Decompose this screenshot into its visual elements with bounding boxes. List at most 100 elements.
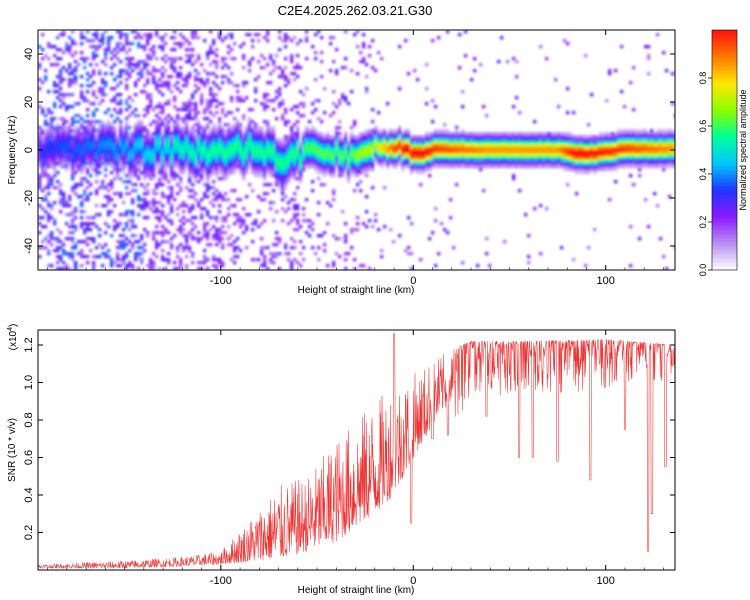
heatmap-cell xyxy=(116,168,120,172)
heatmap-cell xyxy=(317,141,321,145)
heatmap-cell xyxy=(92,147,96,151)
heatmap-cell xyxy=(401,153,405,157)
heatmap-cell xyxy=(587,144,591,148)
heatmap-cell xyxy=(308,138,312,142)
heatmap-cell xyxy=(206,237,210,241)
heatmap-cell xyxy=(560,246,564,250)
heatmap-cell xyxy=(68,93,72,97)
heatmap-cell xyxy=(176,228,180,232)
heatmap-cell xyxy=(281,102,285,106)
heatmap-cell xyxy=(350,171,354,175)
heatmap-cell xyxy=(50,126,54,130)
heatmap-cell xyxy=(215,231,219,235)
heatmap-cell xyxy=(278,138,282,142)
heatmap-cell xyxy=(41,141,45,145)
heatmap-cell xyxy=(617,150,621,154)
heatmap-cell xyxy=(335,150,339,154)
heatmap-cell xyxy=(173,261,177,265)
heatmap-cell xyxy=(176,246,180,250)
heatmap-cell xyxy=(284,165,288,169)
heatmap-cell xyxy=(251,228,255,232)
heatmap-cell xyxy=(122,150,126,154)
heatmap-cell xyxy=(662,141,666,145)
heatmap-cell xyxy=(137,72,141,76)
heatmap-cell xyxy=(638,147,642,151)
heatmap-cell xyxy=(341,165,345,169)
heatmap-cell xyxy=(389,138,393,142)
heatmap-cell xyxy=(641,153,645,157)
heatmap-cell xyxy=(212,264,216,268)
heatmap-cell xyxy=(650,135,654,139)
heatmap-cell xyxy=(347,168,351,172)
heatmap-cell xyxy=(542,150,546,154)
heatmap-cell xyxy=(491,159,495,163)
heatmap-cell xyxy=(569,132,573,136)
heatmap-cell xyxy=(236,135,240,139)
heatmap-cell xyxy=(194,192,198,196)
heatmap-cell xyxy=(386,141,390,145)
heatmap-cell xyxy=(515,75,519,79)
heatmap-cell xyxy=(200,144,204,148)
heatmap-cell xyxy=(125,159,129,163)
heatmap-cell xyxy=(71,141,75,145)
heatmap-cell xyxy=(494,147,498,151)
heatmap-cell xyxy=(653,153,657,157)
heatmap-cell xyxy=(404,135,408,139)
heatmap-cell xyxy=(416,156,420,160)
heatmap-cell xyxy=(314,147,318,151)
heatmap-cell xyxy=(371,162,375,166)
heatmap-cell xyxy=(68,78,72,82)
heatmap-cell xyxy=(257,162,261,166)
heatmap-cell xyxy=(59,153,63,157)
colorbar-swatch xyxy=(712,194,737,199)
heatmap-cell xyxy=(224,144,228,148)
heatmap-cell xyxy=(65,252,69,256)
heatmap-cell xyxy=(122,171,126,175)
heatmap-cell xyxy=(413,159,417,163)
heatmap-cell xyxy=(206,189,210,193)
heatmap-cell xyxy=(317,177,321,181)
heatmap-cell xyxy=(371,150,375,154)
heatmap-cell xyxy=(434,141,438,145)
heatmap-cell xyxy=(284,186,288,190)
heatmap-cell xyxy=(443,129,447,133)
heatmap-cell xyxy=(548,153,552,157)
heatmap-cell xyxy=(197,162,201,166)
heatmap-cell xyxy=(278,240,282,244)
heatmap-cell xyxy=(380,135,384,139)
heatmap-cell xyxy=(662,162,666,166)
heatmap-cell xyxy=(647,162,651,166)
heatmap-cell xyxy=(266,168,270,172)
heatmap-cell xyxy=(170,90,174,94)
heatmap-cell xyxy=(56,171,60,175)
heatmap-cell xyxy=(53,90,57,94)
heatmap-cell xyxy=(173,96,177,100)
heatmap-cell xyxy=(188,231,192,235)
heatmap-cell xyxy=(158,120,162,124)
heatmap-cell xyxy=(113,219,117,223)
heatmap-cell xyxy=(314,108,318,112)
heatmap-cell xyxy=(422,150,426,154)
heatmap-cell xyxy=(284,171,288,175)
heatmap-cell xyxy=(155,81,159,85)
heatmap-cell xyxy=(200,93,204,97)
heatmap-cell xyxy=(227,126,231,130)
heatmap-cell xyxy=(143,132,147,136)
heatmap-cell xyxy=(86,225,90,229)
heatmap-cell xyxy=(671,72,675,76)
heatmap-cell xyxy=(212,93,216,97)
heatmap-cell xyxy=(269,138,273,142)
heatmap-cell xyxy=(251,222,255,226)
heatmap-cell xyxy=(116,84,120,88)
heatmap-cell xyxy=(113,135,117,139)
heatmap-cell xyxy=(113,165,117,169)
heatmap-cell xyxy=(179,153,183,157)
heatmap-cell xyxy=(344,57,348,61)
heatmap-cell xyxy=(164,33,168,37)
heatmap-cell xyxy=(134,252,138,256)
heatmap-cell xyxy=(242,219,246,223)
heatmap-cell xyxy=(242,177,246,181)
heatmap-cell xyxy=(287,141,291,145)
heatmap-cell xyxy=(167,75,171,79)
heatmap-cell xyxy=(92,102,96,106)
